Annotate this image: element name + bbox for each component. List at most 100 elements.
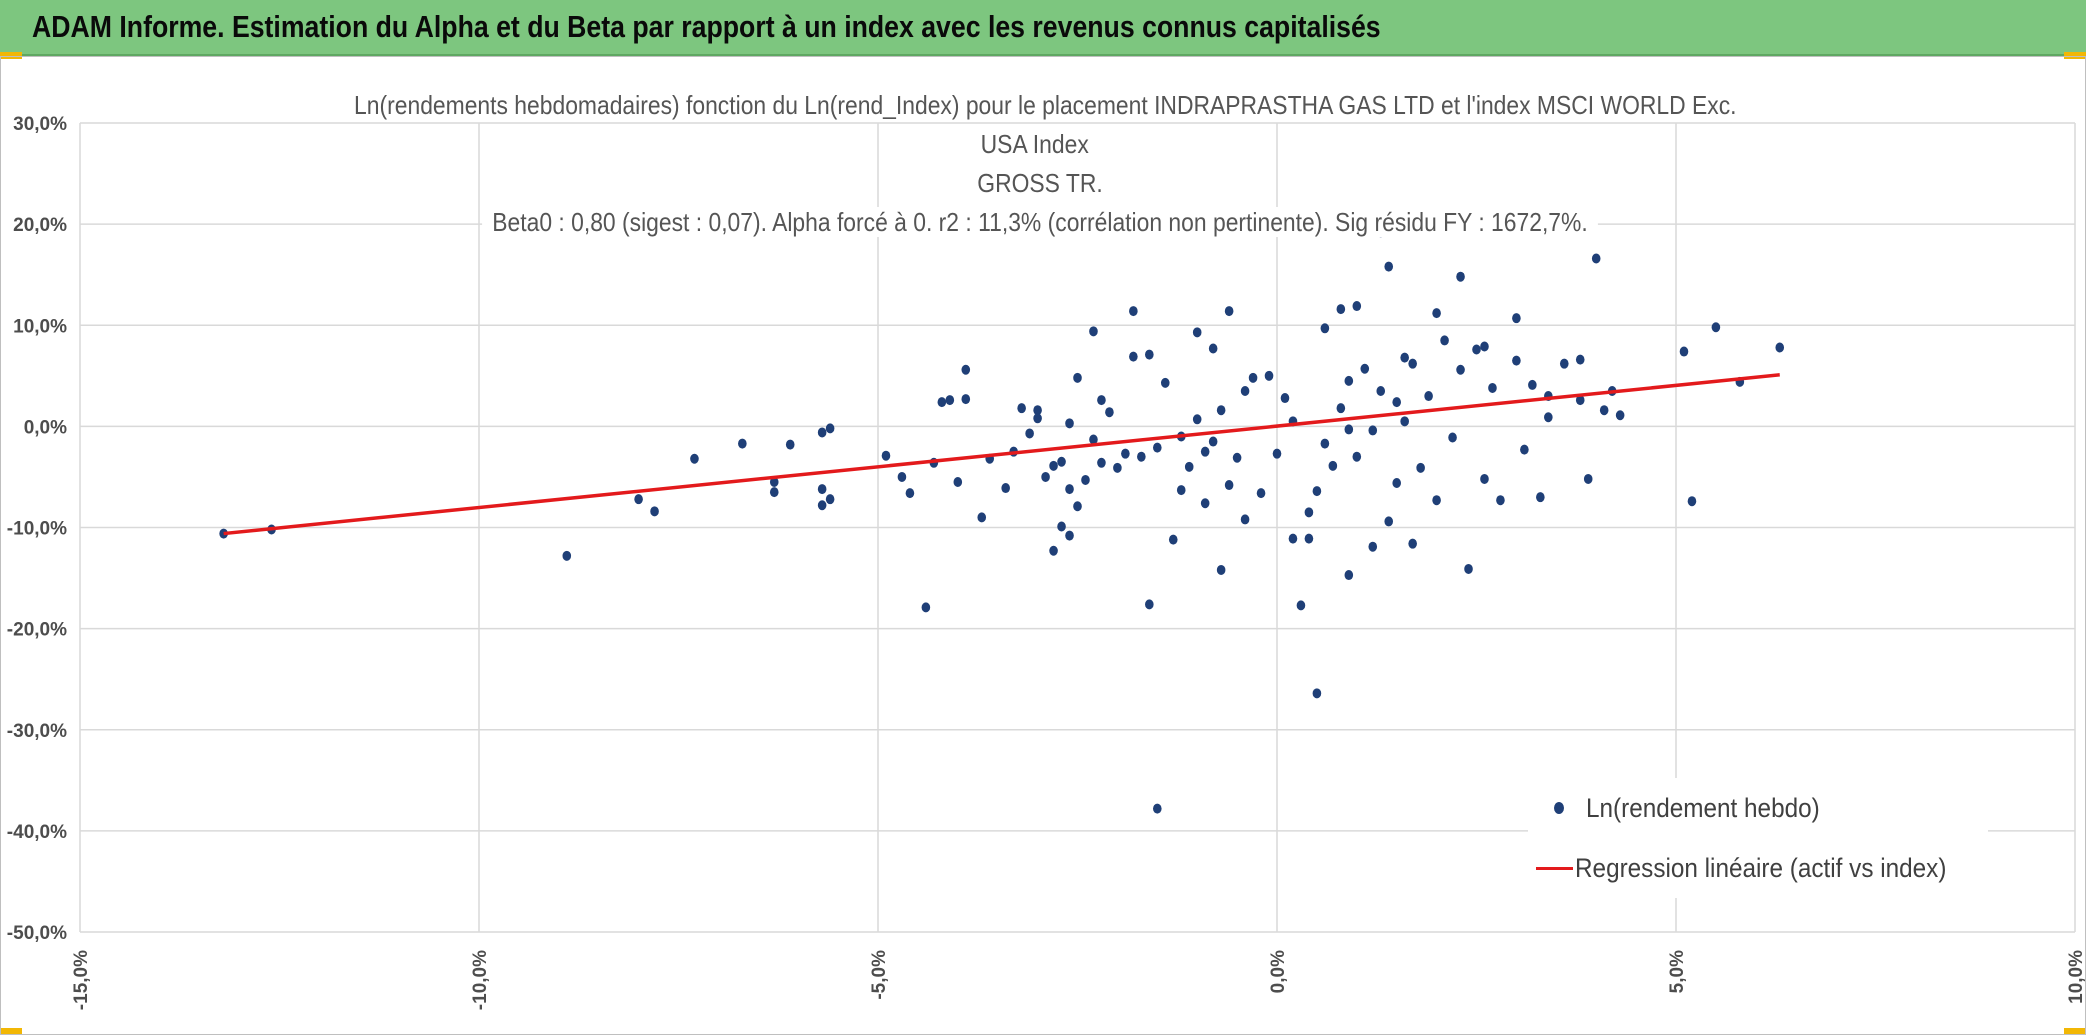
data-point [1480,473,1489,484]
data-point [1352,451,1362,462]
y-tick-label: -50,0% [7,923,67,944]
data-point [1073,372,1082,383]
data-point [825,423,835,434]
data-point [921,602,931,613]
y-tick-label: -20,0% [7,620,67,641]
data-point [1456,364,1465,375]
data-point [1384,516,1394,527]
data-point [1176,485,1186,496]
legend-item-scatter: Ln(rendement hebdo) [1528,778,1988,838]
data-points [219,227,1785,814]
data-point [1440,335,1449,346]
data-point [1049,460,1058,471]
data-point [1121,448,1130,459]
y-tick-label: -40,0% [7,822,67,843]
data-point [1065,530,1074,541]
y-tick-label: 0,0% [24,417,67,438]
data-point [1208,436,1218,447]
chart-legend: Ln(rendement hebdo) Regression linéaire … [1528,778,1988,898]
x-tick-label: -15,0% [71,950,92,1010]
data-point [1065,484,1074,495]
corner-marker-left [0,52,22,59]
data-point [1017,403,1026,414]
data-point [738,438,747,449]
data-point [1512,313,1521,324]
data-point [1208,343,1218,354]
data-point [961,394,971,405]
data-point [1248,372,1258,383]
y-tick-label: -10,0% [7,519,67,540]
data-point [825,494,835,505]
legend-item-regression: Regression linéaire (actif vs index) [1528,838,1988,898]
data-point [1544,412,1553,423]
data-point [1448,432,1457,443]
data-point [1615,410,1625,421]
data-point [1049,545,1058,556]
data-point [1496,495,1505,506]
chart-title-line-2: GROSS TR. [966,168,1114,198]
data-point [953,476,963,487]
data-point [1368,425,1378,436]
data-point [1192,327,1202,338]
corner-marker-bottom-right [2064,1028,2086,1035]
y-tick-label: -30,0% [7,721,67,742]
regression-line [223,373,1780,536]
data-point [1097,457,1106,468]
data-point [1528,379,1537,390]
data-point [1408,538,1417,549]
data-point [1216,564,1226,575]
data-point [1575,354,1585,365]
data-point [1336,304,1346,315]
legend-line-icon [1536,866,1574,870]
legend-label-scatter: Ln(rendement hebdo) [1586,792,1820,823]
data-point [905,488,915,499]
data-point [961,364,971,375]
y-tick-label: 10,0% [13,316,67,337]
data-point [1400,416,1409,427]
data-point [817,427,827,438]
report-banner: ADAM Informe. Estimation du Alpha et du … [0,0,2086,56]
data-point [1416,462,1425,473]
data-point [1400,352,1409,363]
data-point [1679,346,1689,357]
data-point [1480,341,1489,352]
data-point [1113,462,1122,473]
corner-marker-bottom-left [0,1028,22,1035]
data-point [1464,563,1473,574]
data-point [1089,434,1098,445]
data-point [1376,385,1386,396]
y-axis-ticks: 30,0% 20,0% 10,0% 0,0% -10,0% -20,0% -30,0% -40… [7,114,67,944]
data-point [945,395,955,406]
data-point [1280,393,1290,404]
data-point [1559,358,1569,369]
data-point [1344,424,1354,435]
chart-title-line-1: Ln(rendements hebdomadaires) fonction du… [343,90,1737,159]
data-point [897,471,907,482]
data-point [1304,533,1314,544]
data-point [1224,480,1234,491]
chart-title: Ln(rendements hebdomadaires) fonction du… [327,86,1753,242]
data-point [1320,323,1330,334]
data-point [1520,444,1529,455]
data-point [1432,308,1441,319]
data-point [1687,496,1697,507]
x-axis-ticks: -15,0% -10,0% -5,0% 0,0% 5,0% 10,0% [71,950,2086,1010]
data-point [1583,473,1593,484]
chart-title-line-3: Beta0 : 0,80 (sigest : 0,07). Alpha forc… [481,207,1599,237]
data-point [1424,391,1433,402]
data-point [1129,351,1138,362]
y-tick-label: 30,0% [13,114,67,135]
data-point [1320,438,1330,449]
legend-dot-icon [1554,802,1564,814]
data-point [1512,355,1521,366]
data-point [1272,448,1282,459]
data-point [1153,442,1162,453]
data-point [1344,570,1354,581]
data-point [1081,474,1090,485]
data-point [1711,322,1721,333]
data-point [1025,428,1034,439]
data-point [817,484,827,495]
data-point [1001,483,1010,494]
x-tick-label: 0,0% [1268,950,1289,993]
y-tick-label: 20,0% [13,215,67,236]
